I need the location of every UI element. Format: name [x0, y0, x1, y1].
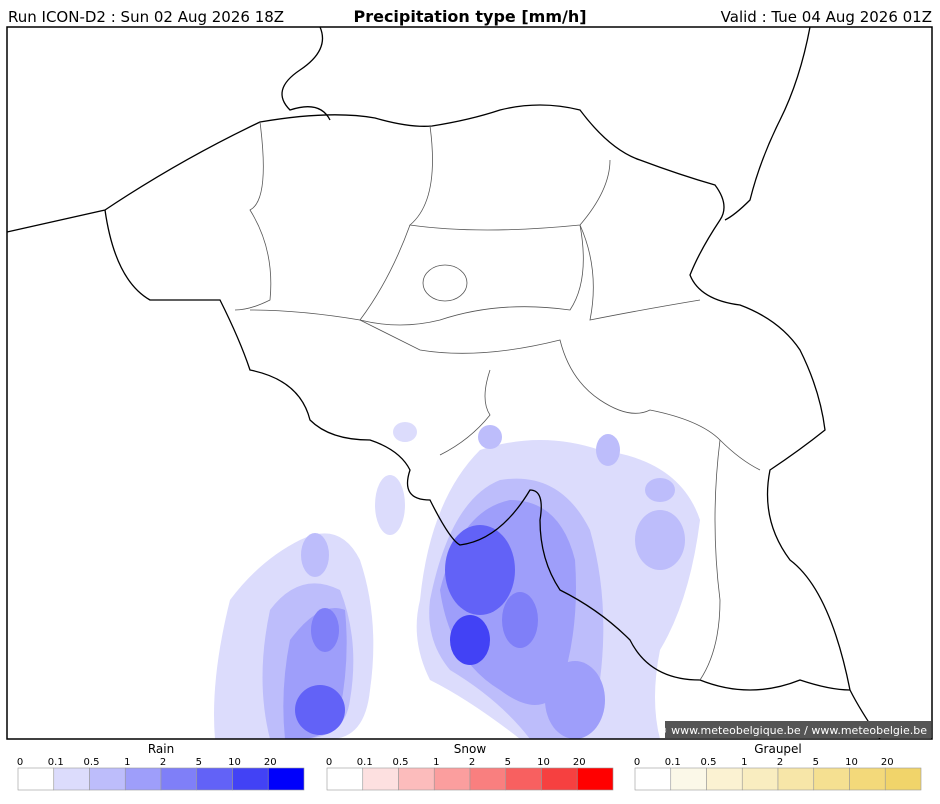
- legend-tick: 10: [228, 757, 241, 768]
- legend-swatch: [541, 767, 578, 791]
- legend-swatch: [17, 767, 55, 791]
- legend-tick: 0.1: [48, 757, 64, 768]
- legend-tick: 0: [17, 757, 23, 768]
- legend-tick: 20: [264, 757, 277, 768]
- map: © www.meteobelgique.be / www.meteobelgie…: [6, 26, 933, 740]
- valid-label: Valid : Tue 04 Aug 2026 01Z: [721, 8, 932, 26]
- legend-tick: 2: [160, 757, 166, 768]
- legend-tick: 5: [196, 757, 202, 768]
- legend-swatch: [576, 767, 614, 791]
- legend-tick: 20: [881, 757, 894, 768]
- legend-tick: 0: [634, 757, 640, 768]
- legend-swatch: [741, 767, 779, 791]
- legend-tick: 0: [326, 757, 332, 768]
- legend-tick: 10: [537, 757, 550, 768]
- legend-tick: 5: [813, 757, 819, 768]
- legend-tick: 0.1: [357, 757, 373, 768]
- legend-swatch: [160, 767, 198, 791]
- legend-tick: 1: [741, 757, 747, 768]
- legend-swatch: [706, 767, 743, 791]
- legend-swatch: [505, 767, 542, 791]
- legend-swatch: [362, 767, 399, 791]
- legend-tick: 1: [433, 757, 439, 768]
- borders: [6, 26, 881, 740]
- legend-swatch: [53, 767, 90, 791]
- legend-tick: 1: [124, 757, 130, 768]
- map-title: Precipitation type [mm/h]: [353, 7, 586, 26]
- copyright-box: [665, 721, 931, 738]
- legend-swatch: [670, 767, 707, 791]
- map-frame: [6, 26, 933, 740]
- legend-swatch: [232, 767, 269, 791]
- legend-title: Graupel: [754, 742, 802, 756]
- legend-swatch: [849, 767, 886, 791]
- legend-swatch: [433, 767, 471, 791]
- provinces: [234, 121, 761, 681]
- legend-swatch: [813, 767, 850, 791]
- legend-title: Snow: [454, 742, 487, 756]
- run-label: Run ICON-D2 : Sun 02 Aug 2026 18Z: [8, 8, 284, 26]
- precipitation: [214, 422, 700, 739]
- legend-swatch: [89, 767, 126, 791]
- legend-swatch: [634, 767, 672, 791]
- legend-swatch: [884, 767, 922, 791]
- legend-tick: 5: [505, 757, 511, 768]
- legend-tick: 2: [469, 757, 475, 768]
- legend-tick: 0.5: [393, 757, 409, 768]
- copyright: © www.meteobelgique.be / www.meteobelgie…: [657, 724, 928, 737]
- legend-swatch: [196, 767, 233, 791]
- legend-swatch: [124, 767, 162, 791]
- legend-swatch: [267, 767, 305, 791]
- legend-tick: 0.1: [665, 757, 681, 768]
- legend-swatch: [469, 767, 507, 791]
- legend-swatch: [326, 767, 364, 791]
- legend-swatch: [777, 767, 815, 791]
- legend-swatch: [398, 767, 435, 791]
- legend-tick: 2: [777, 757, 783, 768]
- legend-tick: 0.5: [701, 757, 717, 768]
- legend-tick: 10: [845, 757, 858, 768]
- legend-title: Rain: [148, 742, 174, 756]
- legend-tick: 0.5: [84, 757, 100, 768]
- legend-tick: 20: [573, 757, 586, 768]
